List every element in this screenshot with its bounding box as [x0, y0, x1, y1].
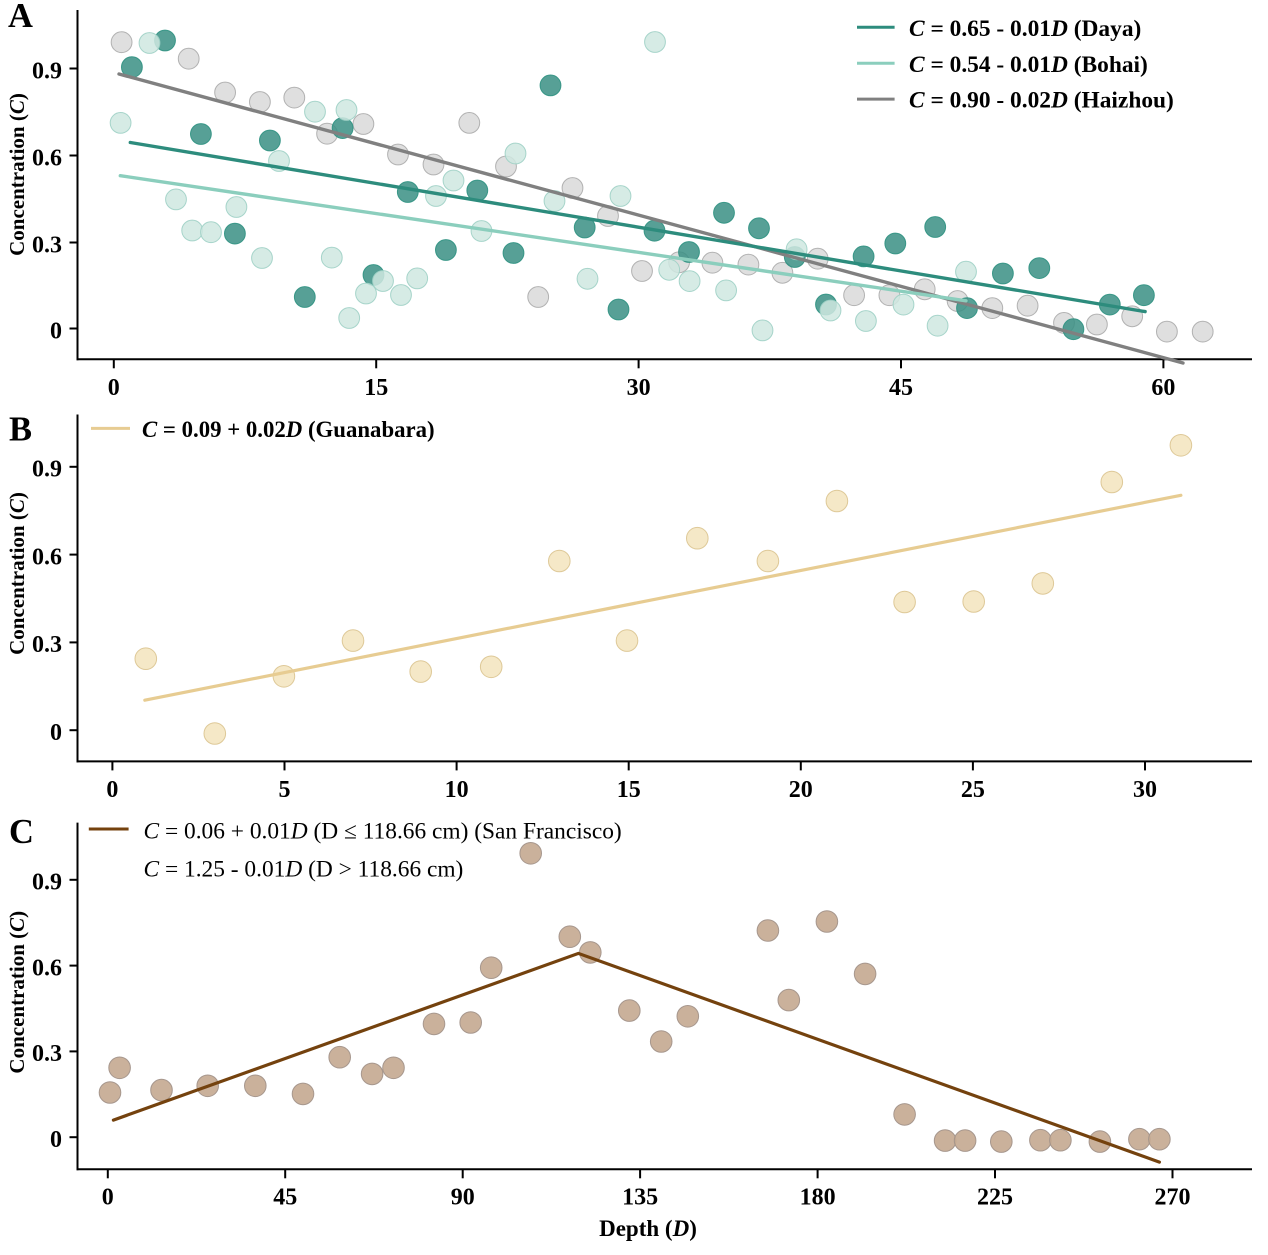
svg-text:C = 0.90 - 0.02D (Haizhou): C = 0.90 - 0.02D (Haizhou) [909, 88, 1174, 114]
svg-text:25: 25 [961, 777, 985, 803]
svg-text:0.6: 0.6 [32, 145, 62, 171]
svg-text:C = 0.09 + 0.02D (Guanabara): C = 0.09 + 0.02D (Guanabara) [142, 417, 435, 442]
svg-text:5: 5 [279, 777, 291, 803]
svg-text:0: 0 [102, 1185, 114, 1211]
svg-text:20: 20 [789, 777, 813, 803]
svg-text:0.6: 0.6 [32, 955, 62, 981]
svg-text:90: 90 [451, 1185, 475, 1211]
svg-text:0.9: 0.9 [32, 58, 62, 84]
svg-text:Concentration (C): Concentration (C) [5, 911, 29, 1074]
svg-text:0.6: 0.6 [32, 544, 62, 570]
svg-text:135: 135 [622, 1185, 658, 1211]
svg-text:C = 0.06 + 0.01D (D ≤ 118.66 c: C = 0.06 + 0.01D (D ≤ 118.66 cm) (San Fr… [144, 819, 622, 845]
svg-text:C = 1.25 - 0.01D (D > 118.66 c: C = 1.25 - 0.01D (D > 118.66 cm) [144, 857, 464, 883]
svg-text:0: 0 [108, 375, 120, 401]
svg-text:10: 10 [445, 777, 469, 803]
svg-text:15: 15 [617, 777, 641, 803]
svg-text:30: 30 [627, 375, 651, 401]
svg-text:0.3: 0.3 [32, 632, 62, 658]
svg-text:45: 45 [273, 1185, 297, 1211]
svg-text:0.9: 0.9 [32, 457, 62, 483]
svg-text:0: 0 [50, 318, 62, 344]
svg-text:0: 0 [50, 1127, 62, 1153]
svg-text:15: 15 [364, 375, 388, 401]
svg-text:180: 180 [800, 1185, 836, 1211]
svg-text:0: 0 [106, 777, 118, 803]
svg-text:C: C [9, 813, 34, 851]
svg-text:60: 60 [1151, 375, 1175, 401]
svg-text:0: 0 [50, 720, 62, 746]
svg-text:C = 0.65 - 0.01D (Daya): C = 0.65 - 0.01D (Daya) [909, 16, 1141, 42]
svg-text:A: A [8, 0, 33, 35]
svg-text:B: B [9, 411, 32, 449]
svg-text:0.3: 0.3 [32, 232, 62, 258]
svg-text:Concentration (C): Concentration (C) [5, 93, 29, 256]
svg-text:Concentration (C): Concentration (C) [5, 492, 29, 655]
svg-text:45: 45 [889, 375, 913, 401]
svg-text:225: 225 [977, 1185, 1013, 1211]
svg-text:30: 30 [1133, 777, 1157, 803]
svg-text:0.9: 0.9 [32, 870, 62, 896]
svg-text:270: 270 [1155, 1185, 1191, 1211]
svg-text:0.3: 0.3 [32, 1041, 62, 1067]
svg-text:Depth (D): Depth (D) [599, 1216, 697, 1241]
svg-text:C = 0.54 - 0.01D (Bohai): C = 0.54 - 0.01D (Bohai) [909, 52, 1148, 78]
